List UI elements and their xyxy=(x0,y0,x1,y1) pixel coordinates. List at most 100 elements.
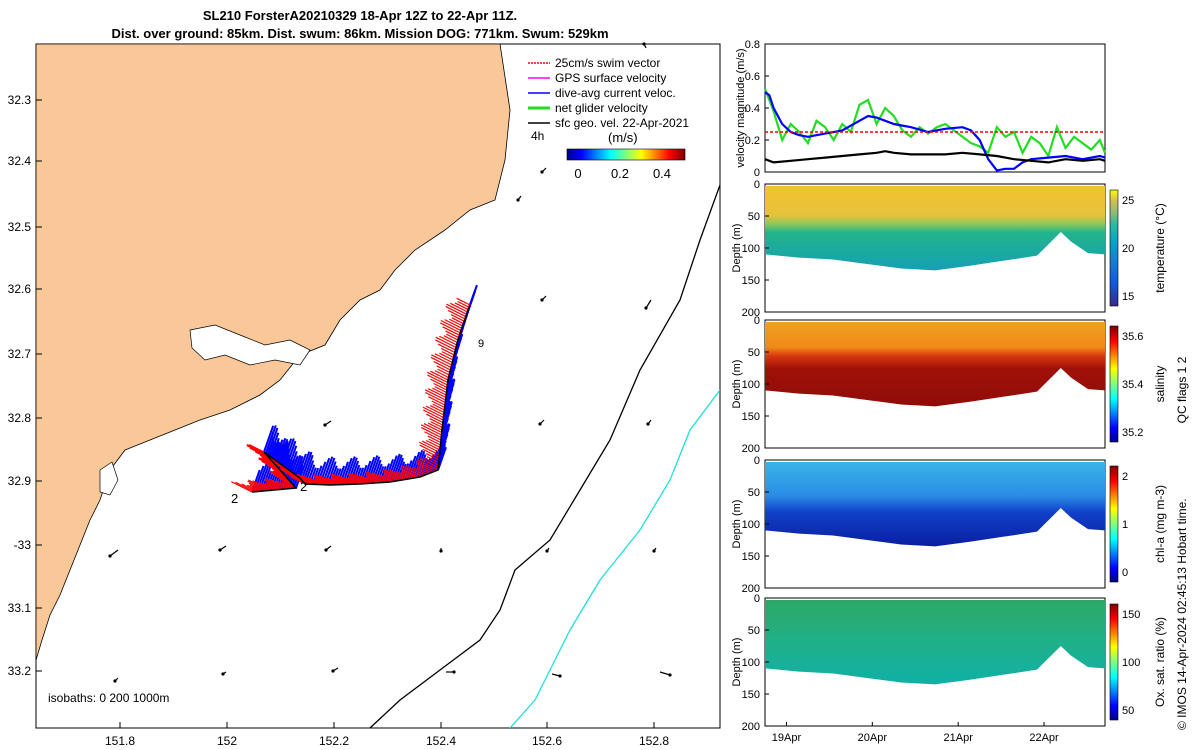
swim-vector xyxy=(349,472,371,484)
map-xtick-label: 152 xyxy=(217,734,237,748)
section-panel: 0 50 100 150 200 Depth (m) 35.2 35.4 35.6 salinit… xyxy=(731,315,1167,455)
map-xtick-label: 151.8 xyxy=(105,734,135,748)
swim-vector xyxy=(422,409,444,421)
current-vector xyxy=(469,284,478,306)
map-ytick-label: 32.4 xyxy=(8,154,32,168)
xtick-label: 22Apr xyxy=(1029,732,1059,744)
swim-vector xyxy=(246,484,260,492)
velocity-plot-frame xyxy=(764,43,1106,173)
current-vector xyxy=(297,453,307,477)
map-ytick-label: 32.9 xyxy=(8,474,32,488)
legend-label: net glider velocity xyxy=(555,101,648,115)
swim-vector xyxy=(366,473,383,484)
swim-vector xyxy=(349,476,363,485)
geo-arrow-head xyxy=(540,170,544,174)
swim-vector xyxy=(429,405,445,414)
swim-vector xyxy=(421,427,442,439)
depth-tick-label: 100 xyxy=(742,657,760,669)
colorbar-tick-label: 35.4 xyxy=(1122,379,1143,391)
swim-vector xyxy=(448,318,464,327)
section-colorbar xyxy=(1109,603,1119,721)
geo-arrow-head xyxy=(324,548,328,552)
current-vector xyxy=(289,451,298,472)
swim-vector xyxy=(348,475,366,485)
swim-vector xyxy=(421,440,441,451)
depth-ylabel: Depth (m) xyxy=(731,638,743,687)
swim-vector xyxy=(430,370,449,381)
swim-vector xyxy=(365,476,378,484)
swim-vector xyxy=(441,351,454,359)
colorbar-label: salinity xyxy=(1153,366,1167,403)
swim-vector xyxy=(331,475,348,485)
swim-vector xyxy=(367,475,381,484)
current-vector xyxy=(287,445,298,470)
swim-vector xyxy=(360,475,376,484)
depth-tick-label: 200 xyxy=(742,583,760,595)
current-vector xyxy=(265,425,277,454)
speed-colorbar xyxy=(566,148,686,161)
swim-vector xyxy=(439,352,454,361)
swim-vector xyxy=(433,361,451,371)
geo-arrow-head xyxy=(108,554,112,558)
geo-arrow-head xyxy=(331,669,335,673)
map-ytick-label: 32.5 xyxy=(8,220,32,234)
swim-vector xyxy=(248,482,265,492)
geo-arrow-head xyxy=(652,549,656,553)
swim-vector xyxy=(440,319,462,332)
swim-vector xyxy=(436,365,451,374)
section-data-field xyxy=(765,600,1105,685)
depth-tick-label: 0 xyxy=(754,593,760,605)
legend-label: 25cm/s swim vector xyxy=(555,56,660,70)
depth-tick-label: 50 xyxy=(748,487,760,499)
xtick-label: 19Apr xyxy=(772,732,802,744)
map-ytick-label: 32.6 xyxy=(8,282,32,296)
depth-ylabel: Depth (m) xyxy=(731,224,743,273)
track-label-2b: 2 xyxy=(231,491,238,506)
swim-vector xyxy=(401,465,423,477)
legend-label: GPS surface velocity xyxy=(555,71,666,85)
swim-vector xyxy=(430,356,452,369)
geo-arrow-head xyxy=(545,549,549,553)
swim-vector xyxy=(420,457,439,469)
swim-vector xyxy=(383,471,401,481)
current-vector xyxy=(279,440,289,464)
swim-vector xyxy=(318,475,338,486)
velocity-series xyxy=(764,91,1106,172)
current-vector xyxy=(299,451,311,479)
swim-vector xyxy=(412,466,428,475)
map-xtick-label: 152.8 xyxy=(639,734,669,748)
swim-vector xyxy=(446,333,459,341)
velocity-ytick-label: 0 xyxy=(754,167,760,179)
swim-vector xyxy=(290,476,306,485)
swim-vector xyxy=(422,406,444,419)
geo-arrow xyxy=(659,671,671,676)
current-vector xyxy=(293,457,301,474)
current-vector xyxy=(430,445,442,473)
swim-vector xyxy=(456,297,471,306)
swim-vector xyxy=(248,479,270,491)
current-vector xyxy=(295,456,304,476)
swim-vector xyxy=(420,424,442,436)
swim-vector xyxy=(283,481,297,489)
isobaths-label: isobaths: 0 200 1000m xyxy=(48,691,169,705)
swim-vector xyxy=(266,464,283,474)
swim-vector xyxy=(353,473,373,484)
depth-tick-label: 0 xyxy=(754,455,760,467)
colorbar-label: Ox. sat. ratio (%) xyxy=(1153,617,1167,707)
swim-vector xyxy=(445,330,460,339)
legend-label: dive-avg current veloc. xyxy=(555,86,676,100)
section-colorbar xyxy=(1109,189,1119,307)
current-vector xyxy=(275,444,283,461)
swim-vector xyxy=(429,417,443,426)
swim-vector xyxy=(395,471,411,480)
current-vector xyxy=(277,443,286,463)
map-ytick-label: 33.2 xyxy=(8,664,32,678)
swim-vector xyxy=(418,465,432,474)
track-label-9: 9 xyxy=(478,338,484,350)
swim-vector xyxy=(457,300,470,308)
swim-vector xyxy=(366,471,388,483)
swim-vector xyxy=(435,336,457,349)
swim-vector xyxy=(406,465,425,476)
